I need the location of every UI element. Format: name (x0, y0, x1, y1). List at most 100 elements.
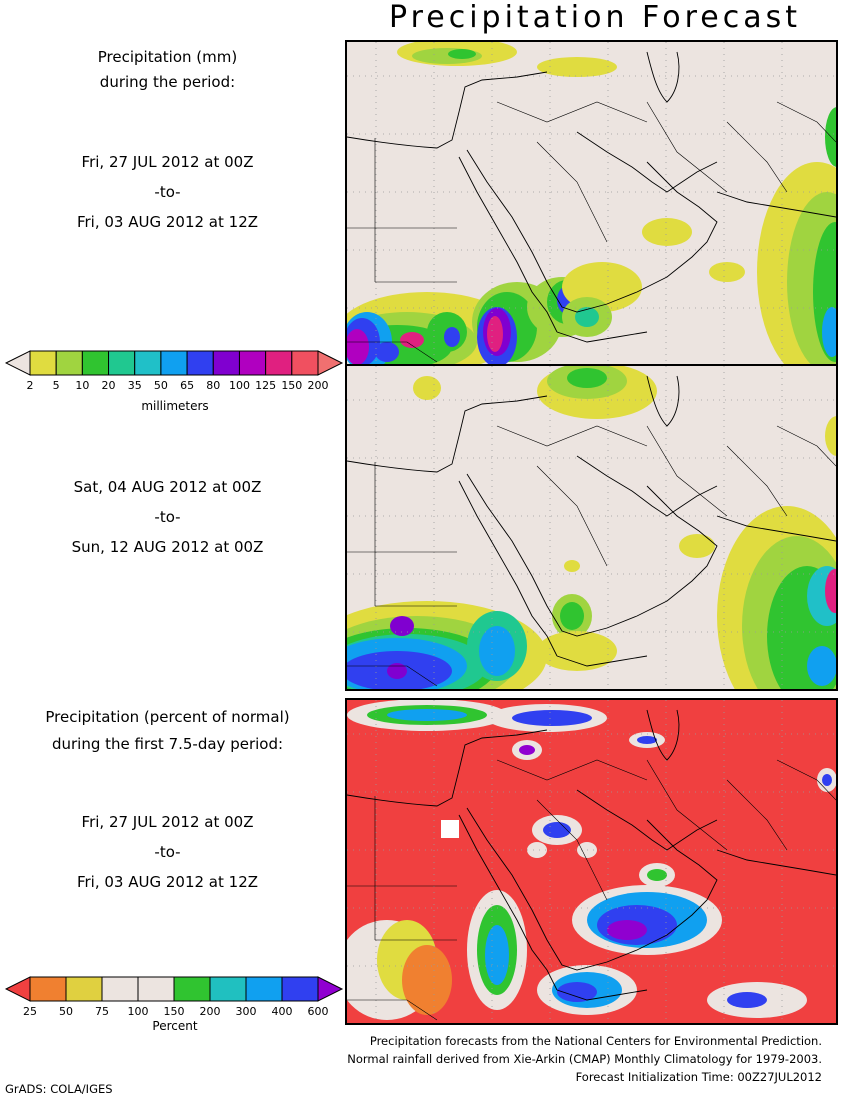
precip-area (607, 920, 647, 940)
panel3-heading-2: during the first 7.5-day period: (51, 735, 284, 753)
map-panel-week1 (345, 40, 838, 366)
precip-area (647, 869, 667, 881)
colorbar-percent-tick-label: 400 (271, 1005, 293, 1018)
colorbar-percent-segment (65, 976, 103, 1002)
colorbar-mm-segment (55, 350, 83, 376)
colorbar-mm-tick-label: 150 (281, 379, 303, 392)
colorbar-percent-segment (209, 976, 247, 1002)
colorbar-percent-segment (173, 976, 211, 1002)
colorbar-mm-segment (108, 350, 136, 376)
colorbar-mm-tick-label: 5 (52, 379, 60, 392)
panel3-sep: -to- (154, 843, 181, 861)
colorbar-mm-tick-label: 20 (101, 379, 116, 392)
colorbar-percent-tick-label: 600 (307, 1005, 329, 1018)
map-panel-week2 (345, 364, 838, 691)
colorbar-mm-segment (186, 350, 214, 376)
colorbar-mm-tick-label: 80 (206, 379, 221, 392)
colorbar-mm-tick-label: 100 (228, 379, 250, 392)
colorbar-percent-tick-label: 100 (127, 1005, 149, 1018)
precip-area (387, 709, 467, 721)
colorbar-percent-segment (101, 976, 139, 1002)
precip-area (387, 663, 407, 679)
precip-area (512, 710, 592, 726)
missing-data-cell (441, 820, 459, 838)
colorbar-mm-segment (212, 350, 240, 376)
precip-area (347, 329, 369, 364)
colorbar-mm-tick-label: 50 (153, 379, 168, 392)
colorbar-percent-tick-label: 75 (95, 1005, 109, 1018)
colorbar-mm-tick-label: 10 (75, 379, 90, 392)
precip-area (444, 327, 460, 347)
colorbar-mm-tick-label: 200 (307, 379, 329, 392)
panel1-end: Fri, 03 AUG 2012 at 12Z (76, 213, 259, 231)
colorbar-percent-segment (5, 976, 31, 1002)
country-borders (347, 425, 836, 687)
precip-area (487, 316, 503, 352)
precip-area (479, 626, 515, 676)
colorbar-mm-tick-label: 2 (26, 379, 34, 392)
coastline (347, 375, 836, 667)
precip-area (825, 107, 836, 167)
precip-area (642, 218, 692, 246)
panel2-start: Sat, 04 AUG 2012 at 00Z (73, 478, 262, 496)
precip-area (375, 342, 399, 362)
colorbar-mm-tick-label: 65 (180, 379, 195, 392)
colorbar-mm-tick-label: 35 (127, 379, 142, 392)
grads-credit: GrADS: COLA/IGES (5, 1082, 113, 1096)
colorbar-percent (5, 976, 344, 1002)
precip-area (567, 368, 607, 388)
coastline (347, 51, 836, 343)
country-borders (347, 759, 836, 1021)
panel1-heading-1: Precipitation (mm) (97, 48, 238, 66)
colorbar-mm-segment (238, 350, 267, 376)
colorbar-mm-segment (265, 350, 293, 376)
colorbar-mm-segment (81, 350, 110, 376)
precip-area (637, 736, 657, 744)
precip-area (413, 376, 441, 400)
page-title: Precipitation Forecast (389, 0, 801, 35)
precip-area (822, 774, 832, 786)
colorbar-percent-tick-label: 25 (23, 1005, 37, 1018)
precip-area (400, 332, 424, 348)
colorbar-mm-segment (134, 350, 162, 376)
precip-area (519, 745, 535, 755)
precip-area (709, 262, 745, 282)
precip-area (537, 631, 617, 671)
colorbar-percent-segment (281, 976, 319, 1002)
precip-area (679, 534, 715, 558)
colorbar-mm (5, 350, 344, 376)
colorbar-percent-segment (245, 976, 283, 1002)
colorbar-percent-segment (29, 976, 67, 1002)
panel2-sep: -to- (154, 508, 181, 526)
colorbar-mm-segment (291, 350, 319, 376)
map-panel-percent-normal (345, 698, 838, 1025)
colorbar-percent-unit: Percent (152, 1019, 198, 1033)
colorbar-percent-segment (137, 976, 175, 1002)
colorbar-mm-segment (29, 350, 57, 376)
colorbar-mm-unit: millimeters (141, 399, 209, 413)
precip-area (485, 925, 509, 985)
panel1-start: Fri, 27 JUL 2012 at 00Z (81, 153, 254, 171)
precip-area (822, 307, 836, 357)
footer-line-3: Forecast Initialization Time: 00Z27JUL20… (575, 1070, 822, 1084)
country-borders (347, 101, 836, 363)
colorbar-mm-segment (5, 350, 31, 376)
precip-area (537, 57, 617, 77)
footer-line-2: Normal rainfall derived from Xie-Arkin (… (347, 1052, 822, 1066)
colorbar-percent-tick-label: 50 (59, 1005, 73, 1018)
panel1-sep: -to- (154, 183, 181, 201)
precip-area (727, 992, 767, 1008)
panel2-end: Sun, 12 AUG 2012 at 00Z (71, 538, 264, 556)
precip-area (575, 307, 599, 327)
colorbar-percent-tick-label: 150 (163, 1005, 185, 1018)
precip-area (527, 842, 547, 858)
colorbar-percent-segment (317, 976, 344, 1002)
precip-area (448, 49, 476, 59)
panel1-heading-2: during the period: (99, 73, 236, 91)
colorbar-percent-tick-label: 300 (235, 1005, 257, 1018)
coastline (347, 709, 836, 1001)
precip-area (560, 602, 584, 630)
precip-area (825, 569, 836, 613)
precip-area (390, 616, 414, 636)
colorbar-percent-tick-label: 200 (199, 1005, 221, 1018)
